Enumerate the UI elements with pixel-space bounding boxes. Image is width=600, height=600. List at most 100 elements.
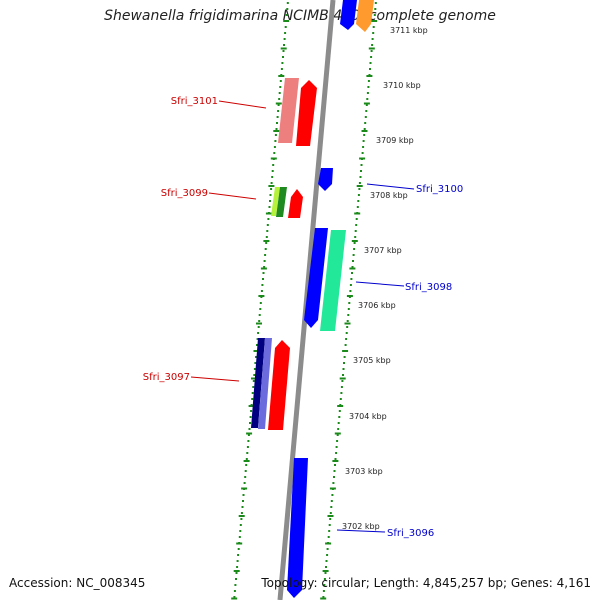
scale-ticks: 3711 kbp 3710 kbp 3709 kbp 3708 kbp 3707… — [342, 26, 428, 531]
left-track-dot — [236, 560, 239, 562]
right-track-tick — [354, 212, 361, 215]
gene-sfri-3101-pink[interactable] — [278, 78, 299, 143]
left-track-dot — [258, 320, 261, 322]
left-track-dot — [275, 128, 278, 130]
right-track-dot — [343, 362, 345, 364]
left-track-dot — [245, 464, 248, 466]
left-track-dot — [269, 200, 271, 202]
gene-sfri-3096[interactable] — [287, 458, 308, 598]
left-track-tick — [273, 130, 280, 132]
right-track-dot — [343, 356, 346, 358]
gene-sfri-3097-slate[interactable] — [258, 338, 272, 429]
right-track-dot — [349, 284, 352, 286]
left-track-dot — [270, 182, 273, 184]
left-track-dot — [285, 14, 288, 16]
gene-sfri-3097-navy[interactable] — [251, 338, 265, 428]
right-track-dot — [367, 80, 370, 82]
left-track-dot — [274, 140, 277, 142]
right-track-dot — [326, 548, 329, 550]
left-track-dot — [251, 398, 254, 400]
left-track-tick — [248, 405, 255, 407]
right-track-dot — [333, 476, 335, 478]
left-track-dot — [260, 290, 263, 292]
right-track-tick — [332, 460, 339, 462]
gene-label-sfri-3100[interactable]: Sfri_3100 — [416, 184, 463, 195]
left-track-dot — [280, 68, 283, 70]
right-track-dot — [366, 98, 369, 100]
left-track-dot — [252, 386, 255, 388]
left-track-dot — [273, 152, 276, 154]
left-track-dot — [284, 26, 287, 28]
gene-sfri-3097-red[interactable] — [268, 340, 290, 430]
left-track-dot — [251, 392, 254, 394]
left-track-dot — [286, 2, 289, 4]
genome-title: Shewanella frigidimarina NCIMB 400, comp… — [104, 8, 496, 24]
right-track-dot — [329, 512, 332, 514]
left-track-dot — [284, 32, 287, 34]
left-track-dot — [245, 458, 248, 460]
right-track-tick — [363, 102, 370, 105]
left-track-dot — [257, 326, 260, 328]
left-track-dot — [283, 44, 285, 46]
right-track-dot — [353, 242, 356, 244]
gene-sfri-3099-lime[interactable] — [271, 187, 280, 216]
right-track-dot — [365, 110, 368, 112]
gene-sfri-3100[interactable] — [318, 168, 333, 191]
left-track-tick — [278, 75, 285, 77]
right-track-dot — [361, 152, 364, 154]
left-track-dot — [240, 518, 243, 520]
gene-sfri-3099-green[interactable] — [276, 187, 287, 217]
left-track-tick — [280, 47, 287, 50]
right-track-dot — [351, 266, 354, 268]
gene-sfri-3099-red[interactable] — [288, 189, 303, 218]
right-track-dot — [323, 578, 326, 580]
left-track-tick — [260, 267, 267, 270]
right-track-tick — [337, 405, 344, 407]
left-track-dot — [239, 524, 242, 526]
gene-label-sfri-3098[interactable]: Sfri_3098 — [405, 282, 452, 293]
right-track-dot — [374, 2, 377, 4]
left-track-dot — [254, 362, 257, 364]
left-track-tick — [251, 377, 257, 380]
right-track-dot — [347, 314, 350, 316]
gene-sfri-3101-red[interactable] — [296, 80, 317, 146]
tick-label: 3710 kbp — [383, 81, 421, 90]
gene-sfri-3098-seafoam[interactable] — [320, 230, 346, 331]
right-track-dot — [323, 584, 326, 586]
tick-label: 3704 kbp — [349, 412, 387, 421]
right-track-dot — [344, 344, 347, 346]
right-track-dot — [340, 392, 343, 394]
right-track-dot — [362, 140, 365, 142]
left-track-dot — [253, 374, 256, 376]
right-track-dot — [363, 128, 366, 130]
right-track-dot — [360, 164, 363, 166]
left-track-dot — [258, 314, 261, 316]
right-track-dot — [346, 326, 349, 328]
gene-top-blue[interactable] — [340, 0, 357, 30]
left-track-dot — [283, 38, 286, 40]
left-track-dot — [276, 122, 278, 124]
right-track-dot — [341, 380, 344, 382]
right-track-tick — [351, 240, 358, 242]
left-track-dot — [239, 530, 242, 532]
left-track-tick — [263, 240, 270, 242]
gene-label-sfri-3096[interactable]: Sfri_3096 — [387, 528, 434, 539]
left-track-dot — [252, 380, 255, 382]
gene-label-sfri-3097[interactable]: Sfri_3097 — [143, 372, 190, 383]
gene-label-sfri-3101[interactable]: Sfri_3101 — [171, 96, 218, 107]
gene-sfri-3098-blue[interactable] — [304, 228, 328, 328]
left-track-dot — [264, 254, 267, 256]
tick-label: 3708 kbp — [370, 191, 408, 200]
gene-label-sfri-3099[interactable]: Sfri_3099 — [161, 188, 208, 199]
left-track-dot — [244, 476, 247, 478]
right-track-dot — [347, 308, 350, 310]
left-track-dot — [235, 572, 238, 574]
right-track-dot — [337, 422, 340, 424]
tick-label: 3702 kbp — [342, 522, 380, 531]
left-track-tick — [253, 350, 260, 352]
right-track-tick — [356, 185, 363, 187]
left-track-tick — [256, 322, 262, 325]
gene-top-orange[interactable] — [356, 0, 374, 32]
left-track-dot — [262, 278, 264, 280]
accession-text: Accession: NC_008345 — [9, 576, 146, 590]
